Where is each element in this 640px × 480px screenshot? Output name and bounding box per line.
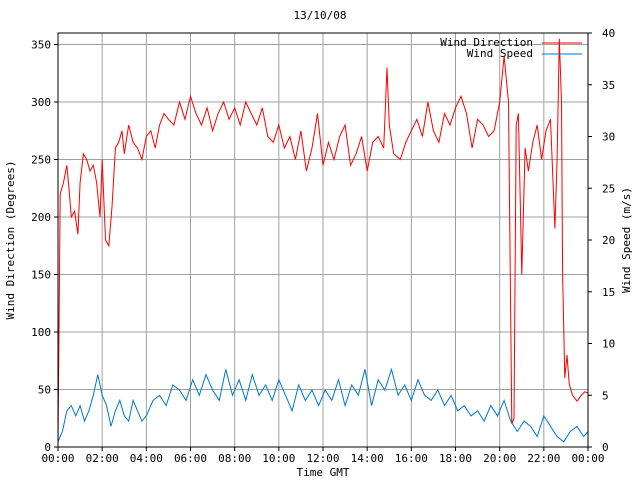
y-right-tick-label: 30 (602, 131, 615, 144)
y-axis-right-title: Wind Speed (m/s) (620, 187, 633, 293)
y-left-tick-label: 250 (31, 154, 51, 167)
series-line-wind-direction (57, 38, 589, 445)
x-tick-label: 12:00 (306, 452, 339, 465)
y-right-tick-label: 20 (602, 234, 615, 247)
y-axis-left-title: Wind Direction (Degrees) (4, 161, 17, 320)
series-layer (57, 38, 589, 445)
x-axis-title: Time GMT (297, 466, 350, 479)
x-tick-label: 00:00 (41, 452, 74, 465)
legend-label-wind-speed: Wind Speed (467, 47, 533, 60)
y-axis-right: 0 5 10 15 20 25 30 35 40 (588, 27, 615, 454)
x-axis: 00:00 02:00 04:00 06:00 08:00 10:00 12:00 14:00… (41, 447, 605, 465)
x-tick-label: 18:00 (439, 452, 472, 465)
x-tick-label: 22:00 (527, 452, 560, 465)
y-right-tick-label: 0 (602, 441, 609, 454)
y-left-tick-label: 300 (31, 96, 51, 109)
y-left-tick-label: 200 (31, 211, 51, 224)
x-tick-label: 14:00 (351, 452, 384, 465)
chart-title: 13/10/08 (294, 9, 347, 22)
x-tick-label: 02:00 (86, 452, 119, 465)
x-tick-label: 16:00 (395, 452, 428, 465)
y-left-tick-label: 100 (31, 326, 51, 339)
y-right-tick-label: 40 (602, 27, 615, 40)
y-right-tick-label: 25 (602, 182, 615, 195)
x-tick-label: 10:00 (262, 452, 295, 465)
x-tick-label: 06:00 (174, 452, 207, 465)
y-right-tick-label: 5 (602, 389, 609, 402)
y-left-tick-label: 150 (31, 269, 51, 282)
legend: Wind Direction Wind Speed (440, 36, 582, 60)
y-left-tick-label: 0 (44, 441, 51, 454)
y-axis-left: 0 50 100 150 200 250 300 350 (31, 39, 58, 454)
y-right-tick-label: 35 (602, 79, 615, 92)
grid (58, 33, 588, 447)
y-left-tick-label: 50 (38, 384, 51, 397)
legend-label-wind-direction: Wind Direction (440, 36, 533, 49)
x-tick-label: 04:00 (130, 452, 163, 465)
x-tick-label: 08:00 (218, 452, 251, 465)
y-right-tick-label: 10 (602, 338, 615, 351)
series-line-wind-speed (57, 367, 589, 443)
y-left-tick-label: 350 (31, 39, 51, 52)
x-tick-label: 20:00 (483, 452, 516, 465)
x-tick-label: 00:00 (571, 452, 604, 465)
y-right-tick-label: 15 (602, 286, 615, 299)
